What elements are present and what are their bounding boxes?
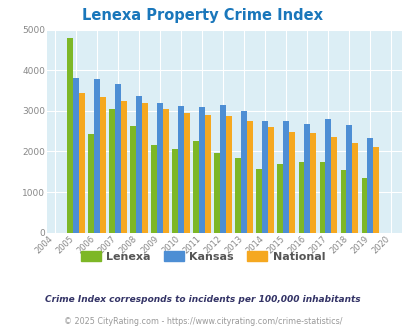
Bar [214,153,220,233]
Bar [205,115,211,233]
Bar [100,97,106,233]
Bar [262,121,268,233]
Bar [283,121,288,233]
Bar [309,133,315,233]
Bar [367,139,373,233]
Bar [352,143,357,233]
Bar [115,84,121,233]
Text: Lenexa Property Crime Index: Lenexa Property Crime Index [82,8,323,23]
Bar [151,146,157,233]
Bar [121,101,127,233]
Bar [172,149,178,233]
Bar [130,126,136,233]
Bar [345,125,352,233]
Bar [94,79,100,233]
Bar [178,106,184,233]
Bar [226,116,232,233]
Bar [142,103,148,233]
Bar [235,158,241,233]
Bar [88,134,94,233]
Bar [288,132,294,233]
Bar [361,178,367,233]
Legend: Lenexa, Kansas, National: Lenexa, Kansas, National [76,247,329,267]
Bar [163,109,168,233]
Bar [109,109,115,233]
Bar [193,141,199,233]
Bar [268,127,273,233]
Bar [241,111,247,233]
Bar [298,162,304,233]
Bar [136,96,142,233]
Bar [325,119,330,233]
Bar [340,170,345,233]
Bar [220,105,226,233]
Bar [247,121,252,233]
Bar [319,162,325,233]
Bar [199,107,205,233]
Bar [256,169,262,233]
Bar [373,147,378,233]
Bar [67,38,73,233]
Text: © 2025 CityRating.com - https://www.cityrating.com/crime-statistics/: © 2025 CityRating.com - https://www.city… [64,317,341,326]
Bar [330,137,337,233]
Bar [73,78,79,233]
Bar [304,124,309,233]
Bar [184,113,190,233]
Bar [277,164,283,233]
Text: Crime Index corresponds to incidents per 100,000 inhabitants: Crime Index corresponds to incidents per… [45,295,360,304]
Bar [157,103,163,233]
Bar [79,93,85,233]
